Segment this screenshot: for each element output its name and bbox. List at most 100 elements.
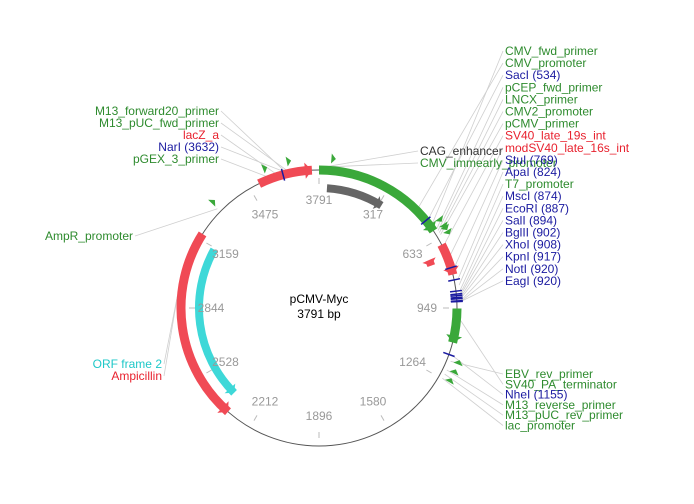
plasmid-name: pCMV-Myc [290, 292, 349, 306]
feature-cmv-promoter [318, 165, 438, 234]
leader-line [428, 75, 504, 219]
label-saci-534: SacI (534) [505, 68, 560, 82]
leader-line [442, 377, 504, 426]
label-lacz-a: lacZ_a [183, 128, 219, 142]
site-marker [448, 277, 461, 282]
label-cag-enhancer: CAG_enhancer [420, 144, 503, 158]
primer-triangle [261, 164, 268, 174]
label-lac-promoter: lac_promoter [505, 419, 575, 433]
feature-orf-frame-2 [195, 247, 237, 396]
tick-mark [253, 415, 258, 421]
label-orf-frame-2: ORF frame 2 [93, 357, 163, 371]
primer-triangle [449, 369, 459, 376]
site-marker [450, 300, 463, 303]
tick-label: 2528 [212, 355, 239, 369]
feature-lacz-a [257, 165, 313, 188]
primer-triangle [443, 227, 452, 235]
label-apai-824: ApaI (824) [505, 165, 561, 179]
feature-arrowhead [224, 383, 236, 394]
tick-label: 2212 [252, 395, 279, 409]
site-marker [420, 216, 431, 225]
label-ecori-887: EcoRI (887) [505, 201, 569, 215]
label-eagi-920: EagI (920) [505, 274, 561, 288]
label-pcep-fwd-primer: pCEP_fwd_primer [505, 80, 602, 94]
leader-line [458, 183, 504, 286]
leader-line [220, 158, 267, 177]
leader-line [446, 369, 504, 406]
feature-arrowhead [446, 334, 463, 343]
leader-line [454, 159, 504, 267]
label-lncx-primer: LNCX_primer [505, 92, 578, 106]
primer-triangle [285, 156, 292, 167]
primer-triangle [435, 215, 444, 222]
tick-labels: 3791 317 633 949 1264 1580 1896 2212 2528 2844 315… [198, 193, 438, 423]
label-xhoi-908: XhoI (908) [505, 238, 561, 252]
feature-ampicillin [176, 231, 231, 416]
leader-line [460, 220, 504, 296]
label-kpni-917: KpnI (917) [505, 250, 561, 264]
label-stui-769: StuI (769) [505, 153, 558, 167]
label-m13-reverse-primer: M13_reverse_primer [505, 398, 616, 412]
tick-label: 3791 [306, 193, 333, 207]
leader-line [438, 111, 504, 233]
feature-arrowhead [217, 401, 229, 413]
tick-mark [380, 195, 385, 201]
site-marker [449, 289, 463, 293]
plasmid-length: 3791 bp [297, 307, 341, 321]
label-nari-3632: NarI (3632) [158, 140, 219, 154]
tick-label: 3475 [252, 207, 279, 221]
label-ebv-rev-primer: EBV_rev_primer [505, 367, 593, 381]
leader-line [450, 147, 504, 255]
tick-label: 1264 [399, 355, 426, 369]
feature-arrowhead [372, 196, 382, 209]
leader-line [436, 87, 504, 229]
leader-line [457, 171, 504, 280]
leader-line [418, 62, 504, 208]
site-marker [450, 292, 463, 296]
tick-mark [426, 369, 432, 374]
primer-triangle [453, 360, 463, 367]
label-ampr-promoter: AmpR_promoter [45, 229, 133, 243]
leader-line [134, 208, 218, 237]
tick-label: 2844 [198, 301, 225, 315]
label-sv40-late-19s-int: SV40_late_19s_int [505, 129, 606, 143]
feature-labels: M13_forward20_primerM13_pUC_fwd_primerla… [45, 44, 630, 433]
feature-arrowhead [422, 257, 436, 266]
leader-line [460, 244, 504, 299]
label-noti-920: NotI (920) [505, 262, 558, 276]
label-pgex-3-primer: pGEX_3_primer [133, 152, 219, 166]
tick-label: 1896 [306, 409, 333, 423]
feature-arrowhead [304, 162, 312, 179]
leader-line [444, 135, 504, 244]
label-cmv-immearly-promoter: CMV_immearly_promoter [420, 156, 557, 170]
tick-marks [189, 178, 449, 438]
leader-line [437, 99, 504, 231]
primer-triangle [445, 378, 454, 385]
tick-mark [206, 242, 212, 247]
label-ampicillin: Ampicillin [111, 369, 162, 383]
label-m13-puc-fwd-primer: M13_pUC_fwd_primer [99, 116, 219, 130]
tick-label: 317 [363, 207, 383, 221]
leader-line [220, 146, 283, 172]
leader-line [460, 320, 504, 385]
label-sali-894: SalI (894) [505, 213, 557, 227]
primer-triangle [208, 199, 216, 207]
leader-line [459, 196, 504, 291]
feature-cag-enhancer [326, 184, 384, 209]
primer-triangle [331, 153, 336, 164]
label-bglii-902: BglII (902) [505, 226, 560, 240]
tick-label: 633 [403, 247, 423, 261]
label-nhei-1155: NheI (1155) [505, 388, 567, 402]
leader-line [460, 268, 504, 302]
site-marker [450, 297, 463, 301]
tick-mark [426, 242, 432, 247]
tick-mark [380, 415, 385, 421]
site-marker [450, 294, 463, 298]
label-modsv40-late-16s-int: modSV40_late_16s_int [505, 141, 630, 155]
feature-arcs [176, 153, 463, 416]
leader-line [460, 232, 504, 298]
label-sv40-pa-terminator: SV40_PA_terminator [505, 377, 617, 391]
feature-arrowhead [422, 220, 436, 231]
site-marker [445, 265, 457, 271]
